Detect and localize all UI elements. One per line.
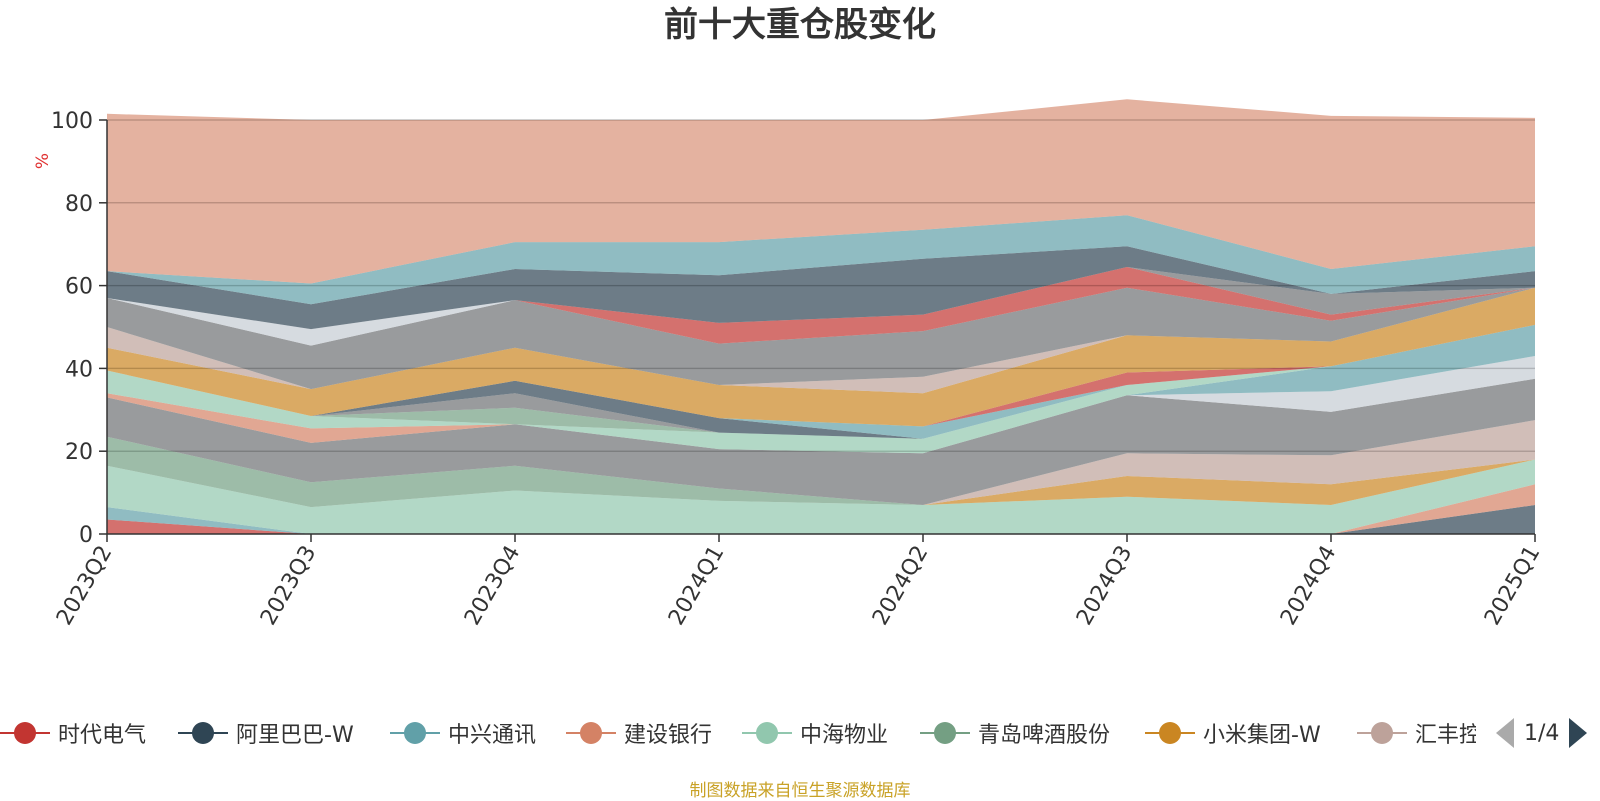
area-series-5[interactable] — [107, 436, 1535, 508]
area-series-4[interactable] — [107, 459, 1535, 535]
area-series-22[interactable] — [107, 267, 1535, 344]
area-series-26[interactable] — [107, 99, 1535, 284]
legend-label: 小米集团-W — [1203, 723, 1321, 748]
legend-label: 汇丰控股 — [1415, 723, 1476, 748]
legend-item[interactable]: 青岛啤酒股份 — [920, 712, 1110, 754]
legend-next-page-icon[interactable] — [1569, 718, 1588, 748]
stacked-areas — [107, 99, 1535, 534]
legend-item[interactable]: 小米集团-W — [1145, 712, 1321, 754]
legend-label: 阿里巴巴-W — [236, 723, 354, 748]
area-series-18[interactable] — [107, 287, 1535, 427]
y-tick-label: 100 — [51, 109, 93, 134]
area-series-24[interactable] — [107, 246, 1535, 330]
legend-item[interactable]: 阿里巴巴-W — [178, 712, 354, 754]
y-axis-label: % — [33, 153, 53, 169]
y-tick-label: 80 — [65, 192, 93, 217]
area-series-25[interactable] — [107, 215, 1535, 305]
legend-label: 建设银行 — [624, 723, 713, 748]
legend-label: 青岛啤酒股份 — [978, 723, 1111, 748]
x-tick-label: 2023Q3 — [256, 542, 321, 630]
legend-marker-icon — [742, 720, 792, 746]
legend-prev-page-icon[interactable] — [1496, 718, 1514, 748]
area-series-7[interactable] — [107, 420, 1535, 505]
legend-marker-icon — [390, 720, 440, 746]
source-note: 制图数据来自恒生聚源数据库 — [689, 781, 911, 801]
area-series-8[interactable] — [107, 378, 1535, 505]
legend-item[interactable]: 中兴通讯 — [390, 712, 536, 754]
legend-item[interactable]: 时代电气 — [0, 712, 146, 754]
area-series-1[interactable] — [107, 505, 1535, 534]
x-tick-label: 2023Q2 — [52, 542, 117, 630]
y-tick-label: 0 — [79, 523, 93, 548]
legend-marker-icon — [920, 720, 970, 746]
area-series-9[interactable] — [107, 356, 1535, 454]
chart-plot: % 0 20 40 60 80 100 2023Q2 2023Q3 2023Q4 2024Q1 20… — [33, 99, 1545, 630]
legend-label: 中兴通讯 — [448, 723, 537, 748]
legend-label: 时代电气 — [58, 723, 147, 748]
x-tick-label: 2024Q3 — [1072, 542, 1137, 630]
legend-marker-icon — [566, 720, 616, 746]
legend-pager: 1/4 — [1496, 718, 1588, 748]
legend-item[interactable]: 汇丰控股 — [1357, 712, 1476, 754]
x-tick-label: 2024Q1 — [664, 542, 729, 630]
y-tick-label: 20 — [65, 440, 93, 465]
legend-marker-icon — [0, 720, 50, 746]
area-series-10[interactable] — [107, 324, 1535, 454]
legend: 时代电气 阿里巴巴-W 中兴通讯 建设银行 中海物业 青岛啤酒股份 小米集团-W 汇丰控股 1… — [0, 712, 1600, 754]
y-tick-label: 60 — [65, 275, 93, 300]
legend-label: 中海物业 — [800, 723, 889, 748]
x-tick-label: 2024Q2 — [868, 542, 933, 630]
chart-title: 前十大重仓股变化 — [664, 5, 936, 45]
legend-item[interactable]: 建设银行 — [566, 712, 712, 754]
grid-overlay — [107, 119, 1535, 452]
legend-marker-icon — [178, 720, 228, 746]
area-series-13[interactable] — [107, 324, 1535, 439]
area-series-20[interactable] — [107, 287, 1535, 390]
area-series-0[interactable] — [107, 519, 1535, 535]
legend-page-indicator: 1/4 — [1524, 720, 1560, 746]
legend-items: 时代电气 阿里巴巴-W 中兴通讯 建设银行 中海物业 青岛啤酒股份 小米集团-W 汇丰控股 — [0, 712, 1476, 754]
area-series-6[interactable] — [107, 436, 1535, 505]
legend-item[interactable]: 中海物业 — [742, 712, 888, 754]
legend-marker-icon — [1357, 720, 1407, 746]
x-tick-label: 2023Q4 — [460, 542, 525, 630]
legend-marker-icon — [1145, 720, 1195, 746]
x-tick-label: 2025Q1 — [1480, 542, 1545, 630]
x-tick-label: 2024Q4 — [1276, 542, 1341, 630]
y-tick-label: 40 — [65, 357, 93, 382]
